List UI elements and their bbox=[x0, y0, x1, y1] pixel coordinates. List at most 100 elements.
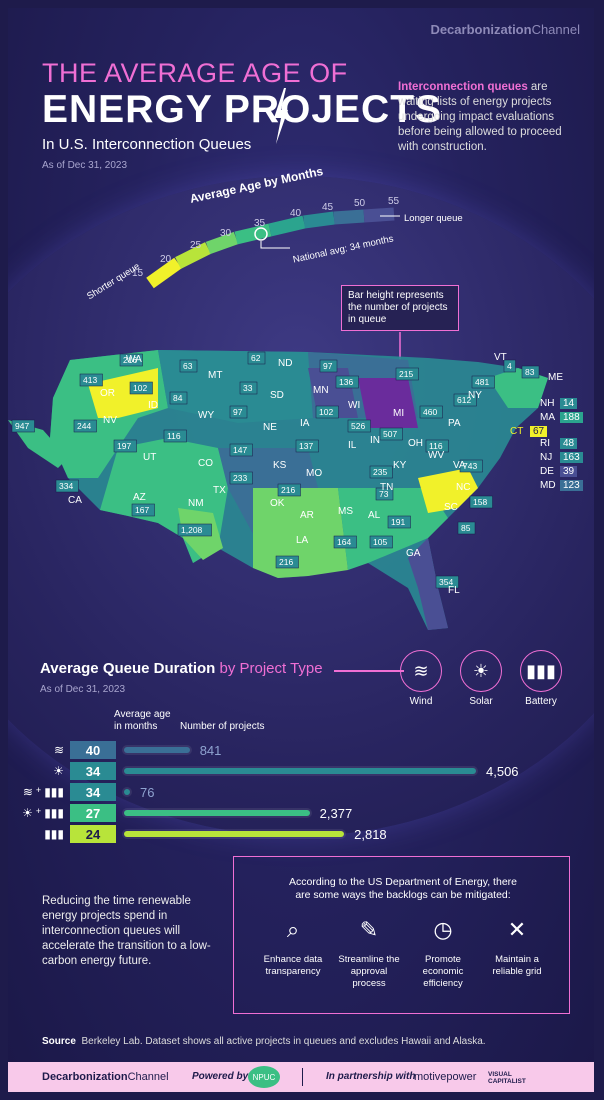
northeast-row: NH 14 bbox=[540, 398, 578, 409]
projects-bar bbox=[124, 810, 310, 816]
state-count-badge bbox=[347, 419, 371, 433]
state-count: 526 bbox=[351, 421, 365, 431]
state-label: PA bbox=[448, 418, 461, 429]
wind-label: Wind bbox=[409, 696, 433, 707]
way-streamline: ✎ Streamline the approval process bbox=[334, 919, 404, 990]
state-count: 147 bbox=[233, 445, 247, 455]
legend-segment bbox=[268, 215, 306, 237]
state-count: 84 bbox=[173, 393, 183, 403]
state-count: 48 bbox=[560, 438, 578, 449]
state-count-badge bbox=[369, 465, 393, 479]
state-count-badge bbox=[469, 495, 493, 509]
northeast-row: NJ 163 bbox=[540, 452, 583, 463]
state-count-badge bbox=[435, 575, 459, 589]
state-count: 743 bbox=[463, 461, 477, 471]
state-count: 216 bbox=[281, 485, 295, 495]
avg-age-value: 27 bbox=[70, 804, 116, 822]
state-count: 63 bbox=[183, 361, 193, 371]
state-count: 39 bbox=[560, 466, 578, 477]
project-type-title: Average Queue Duration by Project Type bbox=[40, 660, 323, 677]
legend-tick: 55 bbox=[388, 196, 400, 207]
state-label: CO bbox=[198, 458, 213, 469]
state-count-badge bbox=[471, 375, 495, 389]
footer-brand: DecarbonizationChannel bbox=[42, 1071, 169, 1083]
title-date: As of Dec 31, 2023 bbox=[42, 160, 128, 171]
state-count-badge bbox=[503, 359, 516, 373]
projects-bar bbox=[124, 768, 476, 774]
source-note: Source Berkeley Lab. Dataset shows all a… bbox=[42, 1036, 486, 1047]
state-label: FL bbox=[448, 585, 460, 596]
battery-icon: ▮▮▮ bbox=[520, 650, 562, 692]
state-label: AZ bbox=[133, 492, 146, 503]
state-label: NM bbox=[188, 498, 204, 509]
state-count-badge bbox=[315, 405, 339, 419]
state-label: NE bbox=[263, 422, 277, 433]
national-avg-marker bbox=[254, 227, 268, 241]
project-type-icons: ≋ + ▮▮▮ bbox=[22, 785, 64, 799]
mitigation-box-title: According to the US Department of Energy… bbox=[288, 876, 517, 901]
stopwatch-icon: ◷ bbox=[433, 917, 453, 942]
legend-segment bbox=[146, 257, 182, 289]
state-count-badge bbox=[179, 359, 198, 373]
state-count-badge bbox=[521, 365, 540, 379]
northeast-row: MA 188 bbox=[540, 412, 583, 423]
projects-value: 2,818 bbox=[354, 826, 387, 842]
state-count-badge bbox=[333, 535, 357, 549]
brand-logo-top: DecarbonizationChannel bbox=[430, 22, 580, 37]
state-label: MO bbox=[306, 468, 322, 479]
state-label: ME bbox=[548, 372, 563, 383]
legend-tick: 35 bbox=[254, 218, 266, 229]
state-count-badge bbox=[239, 381, 258, 395]
way-transparency: ⌕ Enhance data transparency bbox=[258, 917, 328, 978]
state-label: WY bbox=[198, 410, 214, 421]
avg-age-value: 34 bbox=[70, 762, 116, 780]
state-count: 62 bbox=[251, 353, 261, 363]
legend-tick: 40 bbox=[290, 208, 302, 219]
state-count-badge bbox=[229, 443, 253, 457]
bar-row: ≋ 40 841 bbox=[8, 741, 548, 759]
state-count: 102 bbox=[133, 383, 147, 393]
col-header-projects: Number of projects bbox=[180, 721, 265, 732]
state-count: 163 bbox=[560, 452, 583, 463]
projects-value: 4,506 bbox=[486, 763, 519, 779]
title-line-3: In U.S. Interconnection Queues bbox=[42, 136, 252, 153]
state-count: 85 bbox=[461, 523, 471, 533]
solar-label: Solar bbox=[469, 696, 493, 707]
footer-powered: Powered by bbox=[192, 1071, 249, 1082]
state-count-badge bbox=[131, 503, 155, 517]
state-count-badge bbox=[11, 419, 35, 433]
legend-tick: 25 bbox=[190, 240, 202, 251]
projects-bar bbox=[124, 831, 345, 837]
project-type-icons: ≋ bbox=[53, 743, 64, 757]
state-count: 216 bbox=[123, 355, 137, 365]
intro-text: Interconnection queues are waiting lists… bbox=[398, 81, 562, 153]
state-label: NJ bbox=[540, 452, 553, 463]
state-count-badge bbox=[169, 391, 188, 405]
northeast-row: CT 67 bbox=[510, 426, 548, 437]
state-count-badge bbox=[335, 375, 359, 389]
legend-tick: 45 bbox=[322, 202, 334, 213]
state-label: KY bbox=[393, 460, 407, 471]
state-label: MA bbox=[540, 412, 555, 423]
state-count: 191 bbox=[391, 517, 405, 527]
state-label: MT bbox=[208, 370, 222, 381]
solar-icon: ☀ bbox=[460, 650, 502, 692]
project-type-icons: ▮▮▮ bbox=[44, 827, 64, 841]
state-count-badge bbox=[379, 427, 403, 441]
lightning-bolt-icon bbox=[274, 88, 288, 144]
state-count-badge bbox=[457, 521, 476, 535]
state-label: OK bbox=[270, 498, 285, 509]
state-count: 1,208 bbox=[181, 525, 203, 535]
state-count: 97 bbox=[323, 361, 333, 371]
legend-segment bbox=[175, 242, 211, 269]
state-count-badge bbox=[229, 405, 248, 419]
state-count: 235 bbox=[373, 467, 387, 477]
avg-age-value: 34 bbox=[70, 783, 116, 801]
magnifier-icon: ⌕ bbox=[286, 917, 300, 942]
state-count: 167 bbox=[135, 505, 149, 515]
state-count-badge bbox=[275, 555, 299, 569]
title-line-2: ENERGY PROJECTS bbox=[42, 88, 443, 131]
state-label: SD bbox=[270, 390, 284, 401]
state-label: IL bbox=[348, 440, 357, 451]
state-count-badge bbox=[459, 459, 483, 473]
